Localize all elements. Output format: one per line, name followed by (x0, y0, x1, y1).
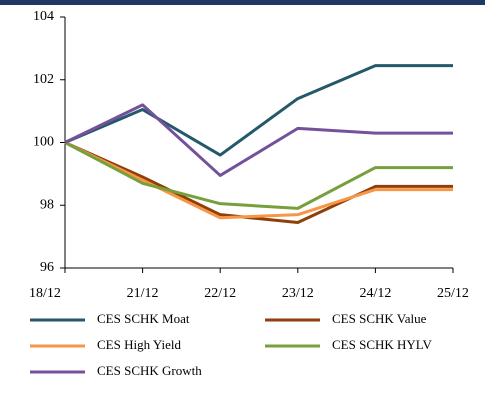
x-tick-label: 25/12 (437, 286, 469, 301)
y-tick-label: 104 (33, 9, 54, 24)
header-bar (0, 0, 485, 5)
x-tick-label: 24/12 (359, 286, 391, 301)
y-tick-label: 98 (40, 197, 54, 212)
y-tick-label: 96 (40, 260, 54, 275)
x-tick-label: 23/12 (282, 286, 314, 301)
legend-label: CES SCHK Growth (97, 363, 202, 378)
legend-label: CES SCHK Moat (97, 311, 190, 326)
series-line (64, 64, 453, 157)
x-tick-label: 18/12 (29, 286, 61, 301)
series-line (64, 103, 453, 177)
legend-label: CES SCHK Value (332, 311, 427, 326)
x-tick-label: 22/12 (204, 286, 236, 301)
legend-label: CES SCHK HYLV (332, 337, 433, 352)
legend-label: CES High Yield (97, 337, 182, 352)
series-line (64, 141, 453, 220)
y-tick-label: 102 (33, 72, 54, 87)
y-tick-label: 100 (33, 135, 54, 150)
series-line (64, 141, 453, 225)
x-tick-label: 21/12 (127, 286, 159, 301)
series-line (64, 141, 453, 210)
